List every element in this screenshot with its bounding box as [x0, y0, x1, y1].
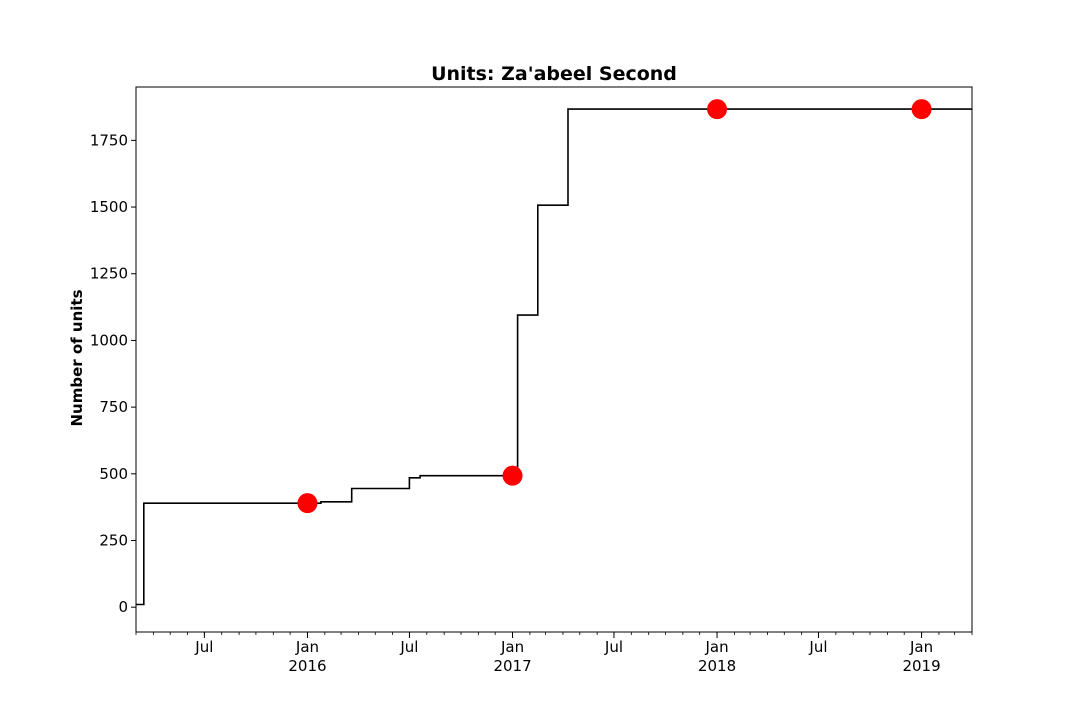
x-tick-label: Jul — [399, 638, 418, 656]
x-tick-label: Jan — [500, 638, 524, 656]
y-tick-label: 0 — [118, 598, 128, 616]
x-tick-year-label: 2016 — [288, 657, 326, 675]
y-tick-label: 500 — [99, 465, 128, 483]
x-tick-year-label: 2019 — [902, 657, 940, 675]
x-tick-label: Jul — [194, 638, 213, 656]
x-tick-label: Jul — [604, 638, 623, 656]
data-point — [911, 99, 932, 120]
y-tick-label: 1500 — [90, 198, 128, 216]
x-tick-year-label: 2018 — [698, 657, 736, 675]
data-point — [502, 465, 523, 486]
series-line — [136, 108, 972, 606]
x-tick-label: Jan — [909, 638, 933, 656]
y-tick-label: 750 — [99, 398, 128, 416]
data-point — [707, 99, 728, 120]
x-tick-label: Jan — [295, 638, 319, 656]
data-point — [297, 493, 318, 514]
x-tick-label: Jan — [704, 638, 728, 656]
y-tick-label: 1750 — [90, 131, 128, 149]
y-tick-label: 250 — [99, 531, 128, 549]
y-tick-label: 1250 — [90, 265, 128, 283]
y-axis-label: Number of units — [68, 289, 86, 426]
x-tick-label: Jul — [808, 638, 827, 656]
x-tick-year-label: 2017 — [493, 657, 531, 675]
y-tick-label: 1000 — [90, 331, 128, 349]
plot-frame — [135, 86, 973, 633]
chart-title: Units: Za'abeel Second — [431, 63, 677, 85]
